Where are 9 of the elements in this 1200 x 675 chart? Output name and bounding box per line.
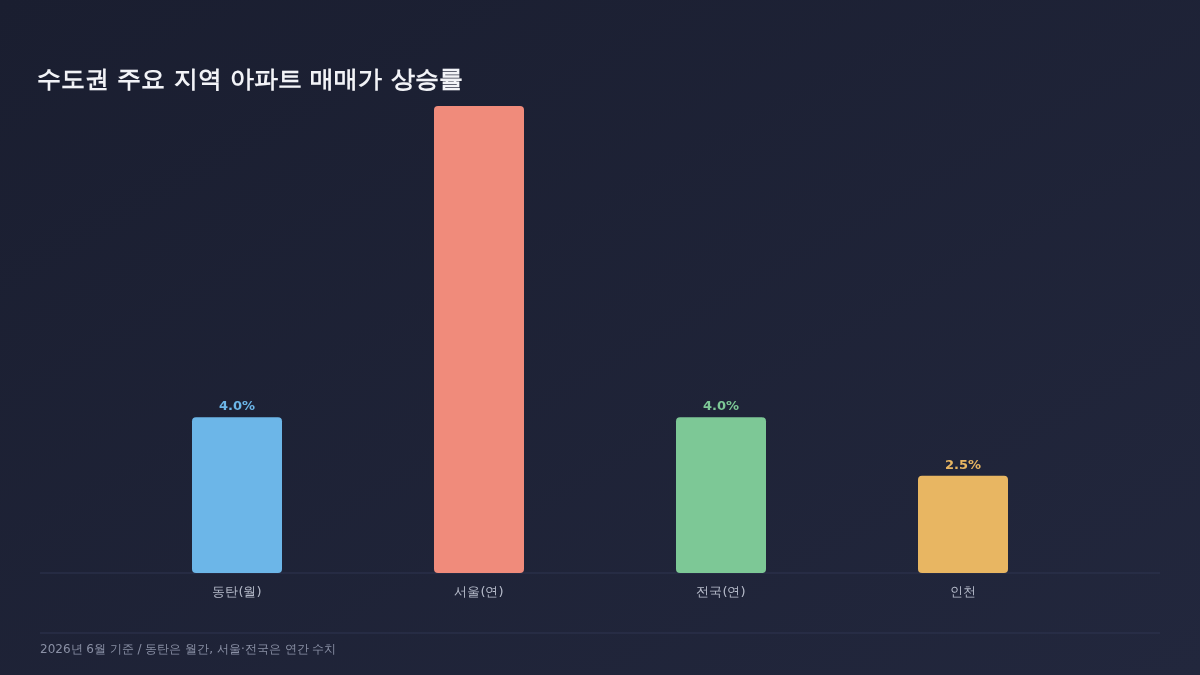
x-tick-label: 동탄(월) bbox=[212, 584, 262, 599]
x-tick-label: 서울(연) bbox=[454, 584, 504, 599]
chart-title: 수도권 주요 지역 아파트 매매가 상승률 bbox=[37, 65, 463, 93]
data-label: 2.5% bbox=[944, 456, 982, 472]
x-tick-label: 전국(연) bbox=[696, 584, 746, 599]
text: 2026년 6월 기준 / 동탄은 월간, 서울·전국은 연간 수치 bbox=[40, 642, 337, 656]
x-tick-label: 인천 bbox=[950, 584, 976, 599]
data-label: 4.0% bbox=[218, 398, 256, 414]
data-label: 4.0% bbox=[702, 398, 740, 414]
